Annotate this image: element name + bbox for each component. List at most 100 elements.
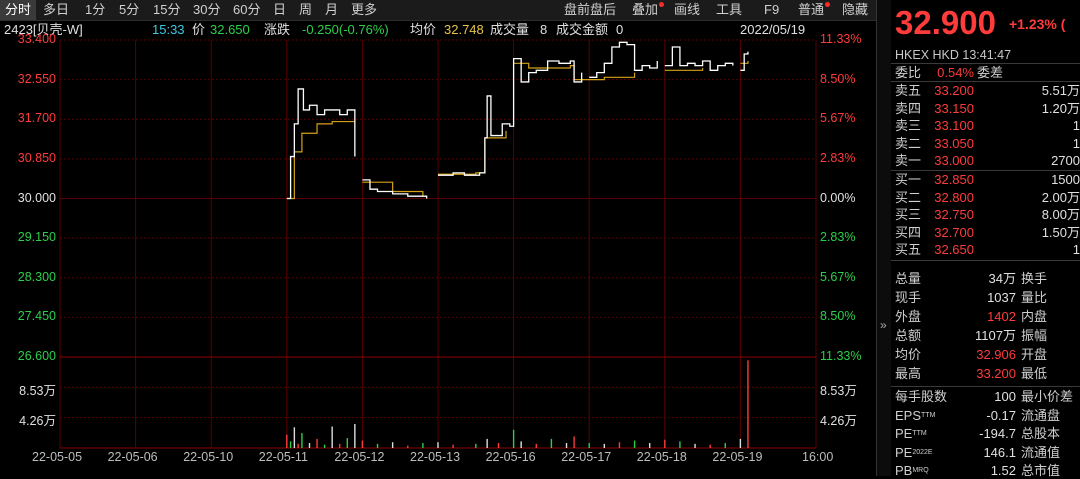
x-tick-label: 22-05-19 — [712, 450, 763, 464]
fundamental-label: PETTM — [895, 425, 927, 442]
x-tick-label: 22-05-10 — [183, 450, 234, 464]
quote-info-bar: 2423[贝壳-W] 15:33 价 32.650 涨跌 -0.250(-0.7… — [0, 21, 876, 39]
fundamental-value: 100 — [994, 389, 1016, 404]
avg-price-line — [286, 120, 355, 200]
toolbar-right-2[interactable]: 画线 — [674, 2, 701, 17]
x-tick-label: 22-05-16 — [485, 450, 536, 464]
fundamental-row: EPSTTM -0.17 流通盘 — [891, 407, 1080, 424]
divider — [891, 81, 1080, 82]
period-toolbar: 分时 多日 1分 5分 15分 30分 60分日周月更多 盘前盘后 叠加 画线 工具 F9 普通 隐藏 — [0, 0, 876, 21]
fundamental-value: -194.7 — [979, 426, 1016, 442]
ask-row: 卖五 33.200 5.51万 — [891, 82, 1080, 99]
amount-label: 成交金额 — [556, 22, 609, 37]
x-tick-label: 22-05-13 — [410, 450, 461, 464]
tab-period-7[interactable]: 日 — [273, 2, 287, 17]
tab-period-6[interactable]: 60分 — [233, 2, 261, 17]
price-tick-label: 29.150 — [17, 230, 56, 245]
level-label: 买一 — [895, 172, 922, 187]
level-label: 买五 — [895, 242, 922, 258]
fundamental-label-2: 总市值 — [1021, 463, 1061, 479]
tab-period-9[interactable]: 月 — [325, 2, 339, 17]
price-line — [438, 57, 583, 176]
stat-row: 总量 34万 换手 — [891, 270, 1080, 287]
quote-time: 15:33 — [152, 22, 185, 37]
toolbar-right-1[interactable]: 叠加 — [632, 2, 659, 17]
level-label: 买三 — [895, 207, 922, 223]
ask-row: 卖二 33.050 1 — [891, 135, 1080, 152]
x-tick-label: 16:00 — [802, 450, 834, 464]
ask-row: 卖一 33.000 2700 — [891, 152, 1080, 169]
toolbar-right-0[interactable]: 盘前盘后 — [564, 2, 617, 17]
level-quantity: 1 — [1072, 242, 1080, 258]
chart-date: 2022/05/19 — [740, 22, 806, 37]
change-value: -0.250(-0.76%) — [302, 22, 389, 37]
stat-label-2: 换手 — [1021, 271, 1048, 286]
level-quantity: 1.20万 — [1041, 100, 1080, 116]
level-quantity: 1 — [1072, 118, 1080, 134]
toolbar-right-3[interactable]: 工具 — [716, 2, 743, 17]
tab-period-4[interactable]: 15分 — [153, 2, 181, 17]
percent-tick-label: 11.33% — [820, 349, 862, 363]
stat-value: 32.906 — [976, 347, 1016, 362]
price-line — [664, 46, 734, 71]
tab-period-8[interactable]: 周 — [299, 2, 313, 17]
volume-tick-label: 4.26万 — [19, 414, 56, 428]
level-label: 买二 — [895, 189, 922, 205]
amount-value: 0 — [616, 22, 624, 37]
panel-collapse-bar[interactable]: » — [876, 0, 892, 476]
stat-row: 均价 32.906 开盘 — [891, 346, 1080, 363]
stat-label-2: 内盘 — [1021, 309, 1048, 324]
notification-dot-icon — [825, 2, 830, 7]
fundamental-label-text: PE — [895, 444, 913, 460]
tab-period-10[interactable]: 更多 — [351, 2, 378, 17]
toolbar-right-6[interactable]: 隐藏 — [842, 2, 869, 17]
fundamental-label-2: 流通值 — [1021, 444, 1061, 460]
level-quantity: 8.00万 — [1041, 207, 1080, 223]
x-tick-label: 22-05-05 — [32, 450, 83, 464]
volume-tick-label: 8.53万 — [19, 384, 56, 398]
fundamental-label-sup: 2022E — [912, 448, 933, 456]
level-price: 33.200 — [934, 83, 974, 98]
stat-row: 总额 1107万 振幅 — [891, 327, 1080, 344]
level-quantity: 2.00万 — [1041, 189, 1080, 205]
avg-price-line — [438, 130, 507, 175]
stat-value: 1107万 — [975, 328, 1016, 343]
price-tick-label: 26.600 — [17, 349, 56, 363]
stat-value: 1402 — [987, 309, 1016, 324]
tab-period-1[interactable]: 多日 — [43, 2, 70, 17]
toolbar-right-5[interactable]: 普通 — [798, 2, 825, 17]
stat-value: 1037 — [987, 290, 1016, 305]
percent-tick-label: 0.00% — [820, 190, 856, 205]
stock-name: 2423[贝壳-W] — [4, 22, 83, 37]
fundamental-row: PE2022E 146.1 流通值 — [891, 444, 1080, 461]
volume-tick-label: 8.53万 — [820, 384, 857, 398]
weicha-label: 委差 — [977, 65, 1004, 80]
exchange-info: HKEX HKD 13:41:47 — [895, 48, 1012, 62]
tab-period-0[interactable]: 分时 — [0, 0, 37, 20]
tab-period-2[interactable]: 1分 — [85, 2, 106, 17]
collapse-arrow-icon[interactable]: » — [880, 318, 887, 332]
bid-row: 买四 32.700 1.50万 — [891, 224, 1080, 241]
fundamental-value: 146.1 — [983, 444, 1016, 460]
price-tick-label: 30.850 — [17, 150, 56, 165]
percent-tick-label: 2.83% — [820, 230, 856, 245]
tab-period-5[interactable]: 30分 — [193, 2, 221, 17]
toolbar-right-4[interactable]: F9 — [764, 2, 780, 17]
stat-label-2: 最低 — [1021, 366, 1048, 381]
percent-tick-label: 2.83% — [820, 150, 856, 165]
volume-label: 成交量 — [490, 22, 530, 37]
tab-period-3[interactable]: 5分 — [119, 2, 140, 17]
stat-label: 外盘 — [895, 309, 922, 324]
intraday-chart[interactable] — [0, 0, 876, 476]
level-price: 33.000 — [934, 153, 974, 169]
level-price: 32.650 — [934, 242, 974, 258]
fundamental-label-sup: TTM — [921, 411, 936, 419]
level-label: 买四 — [895, 224, 922, 240]
x-tick-label: 22-05-11 — [258, 450, 308, 464]
divider — [891, 260, 1080, 261]
x-tick-label: 22-05-17 — [561, 450, 612, 464]
volume-value: 8 — [540, 22, 548, 37]
bid-row: 买一 32.850 1500 — [891, 171, 1080, 188]
percent-tick-label: 11.33% — [820, 32, 862, 46]
fundamental-row: 每手股数 100 最小价差 — [891, 388, 1080, 405]
